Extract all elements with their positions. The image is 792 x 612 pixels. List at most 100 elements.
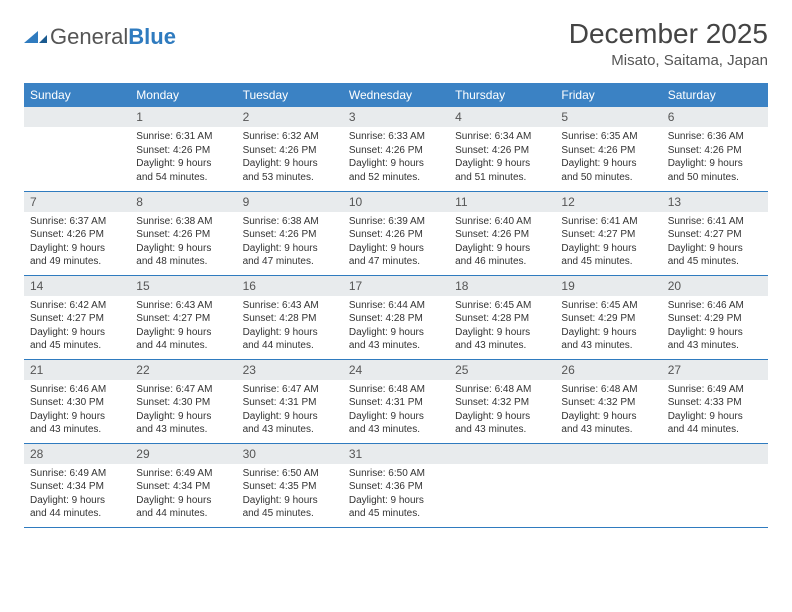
sunset-text: Sunset: 4:26 PM bbox=[349, 228, 443, 242]
day-details: Sunrise: 6:45 AMSunset: 4:29 PMDaylight:… bbox=[555, 296, 661, 359]
day-number-empty bbox=[662, 444, 768, 464]
calendar-body: 1Sunrise: 6:31 AMSunset: 4:26 PMDaylight… bbox=[24, 107, 768, 527]
sunset-text: Sunset: 4:26 PM bbox=[243, 144, 337, 158]
day-number: 23 bbox=[237, 360, 343, 380]
calendar-day-cell: 9Sunrise: 6:38 AMSunset: 4:26 PMDaylight… bbox=[237, 191, 343, 275]
day-number: 1 bbox=[130, 107, 236, 127]
sunset-text: Sunset: 4:27 PM bbox=[668, 228, 762, 242]
calendar-day-cell: 27Sunrise: 6:49 AMSunset: 4:33 PMDayligh… bbox=[662, 359, 768, 443]
sunset-text: Sunset: 4:26 PM bbox=[455, 144, 549, 158]
sunrise-text: Sunrise: 6:41 AM bbox=[561, 215, 655, 229]
daylight-text: Daylight: 9 hours and 45 minutes. bbox=[349, 494, 443, 521]
calendar-day-cell bbox=[662, 443, 768, 527]
sunrise-text: Sunrise: 6:43 AM bbox=[136, 299, 230, 313]
day-number: 8 bbox=[130, 192, 236, 212]
calendar-day-cell: 10Sunrise: 6:39 AMSunset: 4:26 PMDayligh… bbox=[343, 191, 449, 275]
day-number: 10 bbox=[343, 192, 449, 212]
logo-text: GeneralBlue bbox=[50, 24, 176, 50]
calendar-week-row: 7Sunrise: 6:37 AMSunset: 4:26 PMDaylight… bbox=[24, 191, 768, 275]
day-number: 26 bbox=[555, 360, 661, 380]
daylight-text: Daylight: 9 hours and 43 minutes. bbox=[561, 326, 655, 353]
sunrise-text: Sunrise: 6:50 AM bbox=[243, 467, 337, 481]
day-number: 25 bbox=[449, 360, 555, 380]
day-details: Sunrise: 6:48 AMSunset: 4:32 PMDaylight:… bbox=[449, 380, 555, 443]
sunrise-text: Sunrise: 6:49 AM bbox=[30, 467, 124, 481]
day-details: Sunrise: 6:49 AMSunset: 4:34 PMDaylight:… bbox=[24, 464, 130, 527]
day-number: 19 bbox=[555, 276, 661, 296]
calendar-day-cell: 28Sunrise: 6:49 AMSunset: 4:34 PMDayligh… bbox=[24, 443, 130, 527]
daylight-text: Daylight: 9 hours and 44 minutes. bbox=[243, 326, 337, 353]
sunset-text: Sunset: 4:27 PM bbox=[136, 312, 230, 326]
daylight-text: Daylight: 9 hours and 52 minutes. bbox=[349, 157, 443, 184]
header: GeneralBlue December 2025 Misato, Saitam… bbox=[24, 18, 768, 69]
sunset-text: Sunset: 4:26 PM bbox=[349, 144, 443, 158]
sunset-text: Sunset: 4:31 PM bbox=[349, 396, 443, 410]
day-details: Sunrise: 6:49 AMSunset: 4:34 PMDaylight:… bbox=[130, 464, 236, 527]
calendar-day-cell: 25Sunrise: 6:48 AMSunset: 4:32 PMDayligh… bbox=[449, 359, 555, 443]
weekday-header: Saturday bbox=[662, 83, 768, 107]
sunrise-text: Sunrise: 6:41 AM bbox=[668, 215, 762, 229]
day-number-empty bbox=[555, 444, 661, 464]
day-details: Sunrise: 6:40 AMSunset: 4:26 PMDaylight:… bbox=[449, 212, 555, 275]
day-number: 31 bbox=[343, 444, 449, 464]
daylight-text: Daylight: 9 hours and 48 minutes. bbox=[136, 242, 230, 269]
calendar-day-cell bbox=[555, 443, 661, 527]
day-details: Sunrise: 6:43 AMSunset: 4:27 PMDaylight:… bbox=[130, 296, 236, 359]
day-details: Sunrise: 6:34 AMSunset: 4:26 PMDaylight:… bbox=[449, 127, 555, 190]
calendar-day-cell: 23Sunrise: 6:47 AMSunset: 4:31 PMDayligh… bbox=[237, 359, 343, 443]
calendar-day-cell: 7Sunrise: 6:37 AMSunset: 4:26 PMDaylight… bbox=[24, 191, 130, 275]
day-details: Sunrise: 6:38 AMSunset: 4:26 PMDaylight:… bbox=[237, 212, 343, 275]
daylight-text: Daylight: 9 hours and 46 minutes. bbox=[455, 242, 549, 269]
day-number: 2 bbox=[237, 107, 343, 127]
day-details: Sunrise: 6:44 AMSunset: 4:28 PMDaylight:… bbox=[343, 296, 449, 359]
daylight-text: Daylight: 9 hours and 45 minutes. bbox=[30, 326, 124, 353]
calendar-day-cell: 3Sunrise: 6:33 AMSunset: 4:26 PMDaylight… bbox=[343, 107, 449, 191]
day-number: 13 bbox=[662, 192, 768, 212]
day-details: Sunrise: 6:46 AMSunset: 4:30 PMDaylight:… bbox=[24, 380, 130, 443]
calendar-day-cell: 1Sunrise: 6:31 AMSunset: 4:26 PMDaylight… bbox=[130, 107, 236, 191]
weekday-header: Sunday bbox=[24, 83, 130, 107]
calendar-day-cell: 17Sunrise: 6:44 AMSunset: 4:28 PMDayligh… bbox=[343, 275, 449, 359]
calendar-day-cell: 16Sunrise: 6:43 AMSunset: 4:28 PMDayligh… bbox=[237, 275, 343, 359]
sunrise-text: Sunrise: 6:46 AM bbox=[668, 299, 762, 313]
day-details: Sunrise: 6:50 AMSunset: 4:36 PMDaylight:… bbox=[343, 464, 449, 527]
day-details: Sunrise: 6:50 AMSunset: 4:35 PMDaylight:… bbox=[237, 464, 343, 527]
sunset-text: Sunset: 4:26 PM bbox=[668, 144, 762, 158]
day-number: 16 bbox=[237, 276, 343, 296]
daylight-text: Daylight: 9 hours and 45 minutes. bbox=[243, 494, 337, 521]
logo: GeneralBlue bbox=[24, 18, 176, 50]
day-details: Sunrise: 6:39 AMSunset: 4:26 PMDaylight:… bbox=[343, 212, 449, 275]
day-number: 15 bbox=[130, 276, 236, 296]
daylight-text: Daylight: 9 hours and 43 minutes. bbox=[455, 326, 549, 353]
calendar-week-row: 1Sunrise: 6:31 AMSunset: 4:26 PMDaylight… bbox=[24, 107, 768, 191]
sunset-text: Sunset: 4:32 PM bbox=[561, 396, 655, 410]
calendar-day-cell: 22Sunrise: 6:47 AMSunset: 4:30 PMDayligh… bbox=[130, 359, 236, 443]
day-number: 3 bbox=[343, 107, 449, 127]
day-number: 27 bbox=[662, 360, 768, 380]
day-details: Sunrise: 6:35 AMSunset: 4:26 PMDaylight:… bbox=[555, 127, 661, 190]
sunrise-text: Sunrise: 6:37 AM bbox=[30, 215, 124, 229]
daylight-text: Daylight: 9 hours and 43 minutes. bbox=[349, 326, 443, 353]
sunrise-text: Sunrise: 6:47 AM bbox=[136, 383, 230, 397]
day-number: 9 bbox=[237, 192, 343, 212]
day-details: Sunrise: 6:48 AMSunset: 4:31 PMDaylight:… bbox=[343, 380, 449, 443]
calendar-week-row: 14Sunrise: 6:42 AMSunset: 4:27 PMDayligh… bbox=[24, 275, 768, 359]
sunset-text: Sunset: 4:28 PM bbox=[455, 312, 549, 326]
calendar-day-cell: 13Sunrise: 6:41 AMSunset: 4:27 PMDayligh… bbox=[662, 191, 768, 275]
daylight-text: Daylight: 9 hours and 45 minutes. bbox=[561, 242, 655, 269]
day-number: 24 bbox=[343, 360, 449, 380]
daylight-text: Daylight: 9 hours and 44 minutes. bbox=[136, 326, 230, 353]
logo-blue: Blue bbox=[128, 24, 176, 49]
calendar-day-cell: 8Sunrise: 6:38 AMSunset: 4:26 PMDaylight… bbox=[130, 191, 236, 275]
sunrise-text: Sunrise: 6:43 AM bbox=[243, 299, 337, 313]
sunset-text: Sunset: 4:26 PM bbox=[561, 144, 655, 158]
calendar-day-cell bbox=[449, 443, 555, 527]
weekday-header: Wednesday bbox=[343, 83, 449, 107]
sunset-text: Sunset: 4:28 PM bbox=[349, 312, 443, 326]
sunrise-text: Sunrise: 6:48 AM bbox=[455, 383, 549, 397]
calendar-day-cell: 30Sunrise: 6:50 AMSunset: 4:35 PMDayligh… bbox=[237, 443, 343, 527]
calendar-day-cell: 15Sunrise: 6:43 AMSunset: 4:27 PMDayligh… bbox=[130, 275, 236, 359]
sunset-text: Sunset: 4:26 PM bbox=[455, 228, 549, 242]
calendar-day-cell: 21Sunrise: 6:46 AMSunset: 4:30 PMDayligh… bbox=[24, 359, 130, 443]
calendar-week-row: 21Sunrise: 6:46 AMSunset: 4:30 PMDayligh… bbox=[24, 359, 768, 443]
